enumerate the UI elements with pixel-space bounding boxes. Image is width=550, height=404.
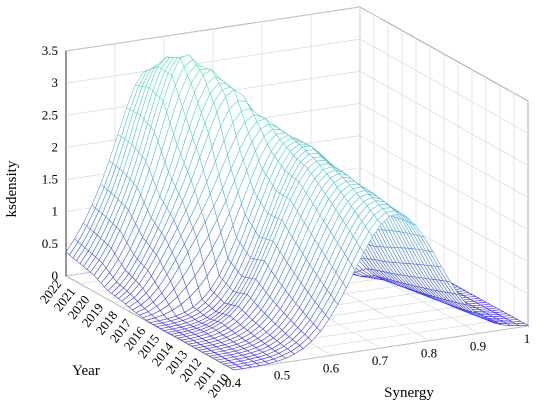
x-tick-label: 0.9: [470, 338, 486, 353]
x-tick-label: 0.4: [225, 375, 242, 390]
grid-line: [233, 325, 529, 371]
x-tick-label: 0.7: [372, 353, 389, 368]
mesh-cell: [515, 323, 529, 326]
z-tick-label: 2.5: [42, 107, 58, 122]
x-tick-label: 0.6: [323, 360, 340, 375]
z-tick-label: 0: [52, 268, 59, 283]
x-tick-label: 0.5: [274, 368, 290, 383]
z-tick-label: 1.5: [42, 172, 58, 187]
x-tick-label: 0.8: [421, 346, 437, 361]
y-axis-label: Year: [72, 363, 100, 379]
z-tick-label: 3: [52, 75, 59, 90]
density-mesh: [65, 54, 529, 371]
z-tick-label: 2: [52, 139, 59, 154]
z-tick-label: 1: [52, 204, 59, 219]
x-tick-label: 1: [524, 331, 531, 346]
x-axis-label: Synergy: [384, 385, 434, 401]
z-tick-label: 3.5: [42, 43, 58, 58]
z-axis-label: ksdensity: [4, 160, 20, 217]
z-tick-label: 0.5: [42, 236, 58, 251]
